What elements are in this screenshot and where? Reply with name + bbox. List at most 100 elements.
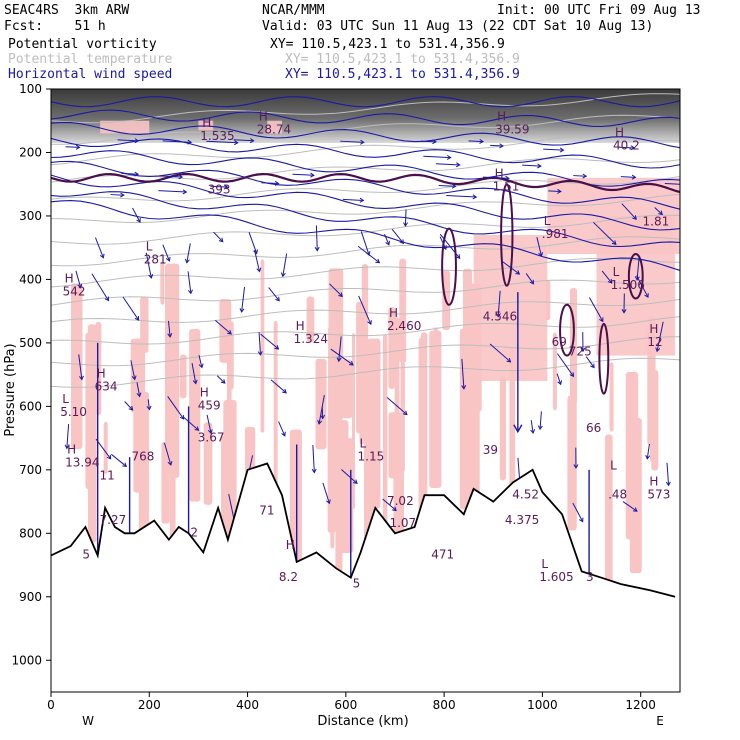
wind-vector-head <box>184 258 190 264</box>
y-tick-label: 400 <box>19 272 42 286</box>
extremum-value: 281 <box>144 253 167 267</box>
wind-vector-head <box>402 410 408 416</box>
wind-vector-head <box>472 194 478 200</box>
pv-shading <box>334 418 343 475</box>
y-tick-label: 900 <box>19 590 42 604</box>
extremum-marker: L <box>360 436 367 450</box>
wind-vector <box>556 353 574 377</box>
wind-vector-head <box>352 479 358 485</box>
wind-vector-head <box>582 173 588 179</box>
extremum-value: 471 <box>431 548 454 562</box>
wind-vector-head <box>505 175 510 181</box>
wind-vector-head <box>529 279 535 285</box>
field-label-potential-temperature: Potential temperature <box>8 52 173 67</box>
wind-vector <box>391 228 404 244</box>
extremum-marker: H <box>200 386 209 400</box>
wind-vector <box>130 360 136 380</box>
isentrope-line <box>51 93 680 124</box>
wind-vector <box>490 144 503 147</box>
wind-vector <box>312 445 315 473</box>
wind-vector <box>122 296 140 321</box>
y-tick-label: 800 <box>19 526 42 540</box>
pv-shading <box>651 370 659 471</box>
extremum-marker: L <box>613 265 620 279</box>
isentrope-line <box>51 357 680 388</box>
wind-vector <box>136 382 141 397</box>
extremum-marker: H <box>389 306 398 320</box>
wind-vector <box>548 190 561 193</box>
extremum-value: 3.67 <box>198 430 225 444</box>
pv-shading <box>429 330 442 489</box>
valid-time: Valid: 03 UTC Sun 11 Aug 13 (22 CDT Sat … <box>262 19 654 34</box>
field-xy-potential-vorticity: XY= 110.5,423.1 to 531.4,356.9 <box>270 37 505 52</box>
wind-vector-head <box>249 138 255 144</box>
wind-vector-head <box>479 138 485 144</box>
wind-vector <box>315 225 318 251</box>
wind-vector <box>270 379 287 394</box>
extremum-marker: H <box>495 167 504 181</box>
wind-vector-head <box>256 267 262 273</box>
wind-vector <box>233 139 254 142</box>
wind-vector <box>342 198 364 201</box>
pv-shading <box>567 395 577 531</box>
extremum-marker: H <box>67 443 76 457</box>
wind-vector-head <box>314 246 320 252</box>
wind-vector-head <box>645 454 651 460</box>
terrain-fill <box>51 463 676 692</box>
wind-vector <box>162 140 192 143</box>
extremum-marker: H <box>97 367 106 381</box>
pv-shading <box>227 365 232 534</box>
wind-vector-head <box>644 293 649 299</box>
wind-vector <box>530 420 534 434</box>
wind-vector <box>117 139 139 142</box>
pv-shading <box>315 358 327 450</box>
wind-vector-head <box>557 188 562 194</box>
wind-vector-head <box>634 276 640 281</box>
x-tick-label: 400 <box>236 698 259 712</box>
wind-vector-head <box>274 345 280 350</box>
wind-vector <box>601 270 613 284</box>
wind-vector-head <box>148 274 154 279</box>
pv-contour <box>598 322 610 395</box>
wind-vector <box>124 401 133 411</box>
wind-vector <box>497 290 501 317</box>
forecast-hour: Fcst: 51 h <box>4 19 106 34</box>
wind-vector-head <box>64 444 70 450</box>
wind-vector-head <box>455 254 461 259</box>
extremum-value: 12 <box>647 335 662 349</box>
isentrope-line <box>51 316 680 345</box>
wind-vector <box>278 421 286 437</box>
wind-vector <box>167 320 171 337</box>
wind-vector <box>75 270 82 288</box>
wind-vector-head <box>632 507 638 512</box>
pv-shading <box>87 324 97 543</box>
wind-vector-head <box>611 240 617 245</box>
extremum-value: 13.94 <box>65 456 99 470</box>
field-label-wind-speed: Horizontal wind speed <box>8 67 173 82</box>
wind-vector <box>556 373 562 385</box>
wind-vector <box>585 356 595 368</box>
extremum-value: 2 <box>190 525 198 539</box>
wind-vector-head <box>630 145 636 151</box>
extremum-value: 573 <box>647 487 670 501</box>
wind-vector-head <box>122 462 128 468</box>
y-tick-label: 700 <box>19 463 42 477</box>
extremum-value: 39 <box>483 443 498 457</box>
extremum-value: 1.605 <box>539 570 573 584</box>
wind-vector-head <box>658 210 663 216</box>
wind-vector-head <box>317 419 323 425</box>
x-tick-label: 800 <box>433 698 456 712</box>
wind-vector-head <box>349 361 354 366</box>
pv-shading <box>160 261 165 305</box>
extremum-marker: H <box>202 116 211 130</box>
wind-vector <box>121 172 139 175</box>
wind-vector-head <box>432 139 437 145</box>
wind-speed-contour <box>51 160 680 210</box>
wind-vector-head <box>99 253 105 259</box>
extremum-value: 1.81 <box>643 214 670 228</box>
x-tick-label: 1200 <box>625 698 656 712</box>
extremum-value: 4.375 <box>505 513 539 527</box>
wind-vector-head <box>367 320 372 326</box>
wind-vector <box>318 395 325 424</box>
wind-vector-head <box>194 426 200 431</box>
